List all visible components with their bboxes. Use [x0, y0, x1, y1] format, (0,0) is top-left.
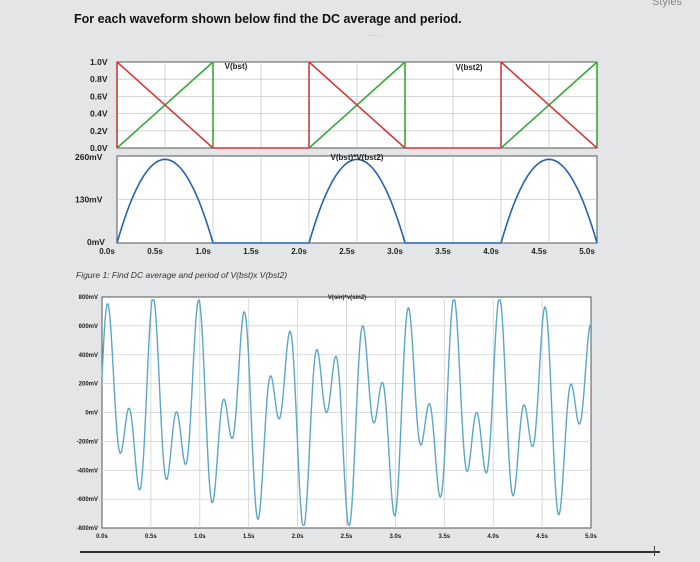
x-tick-label: 4.0s [487, 534, 499, 540]
x-tick-label: 0.5s [145, 534, 157, 540]
y-tick-label: -800mV [77, 526, 98, 532]
legend-vbst2: V(bst2) [455, 63, 482, 72]
y-tick-label: 200mV [79, 382, 98, 388]
x-tick-label: 2.0s [292, 534, 304, 540]
x-tick-label: 2.5s [339, 247, 355, 256]
x-tick-label: 5.0s [579, 247, 595, 256]
figure-caption: Figure 1: Find DC average and period of … [76, 270, 288, 280]
legend-vbst: V(bst) [225, 62, 248, 71]
legend-sine: V(sin)*v(sin2) [328, 295, 366, 301]
y-tick-label: 1.0V [90, 57, 108, 67]
x-tick-label: 4.5s [531, 247, 547, 256]
page-title: For each waveform shown below find the D… [74, 12, 462, 26]
x-tick-label: 3.5s [435, 247, 451, 256]
y-tick-label: 400mV [79, 353, 98, 359]
y-tick-label: 800mV [79, 295, 98, 301]
x-tick-label: 4.5s [536, 534, 548, 540]
x-tick-label: 3.0s [387, 247, 403, 256]
product-arch [500, 158, 598, 244]
x-tick-label: 1.0s [194, 534, 206, 540]
y-tick-label: 600mV [79, 324, 98, 330]
divider-tick [654, 546, 655, 556]
x-tick-label: 3.5s [438, 534, 450, 540]
x-tick-label: 0.0s [99, 247, 115, 256]
x-tick-label: 5.0s [585, 534, 597, 540]
y-tick-label: 0mV [87, 237, 105, 247]
y-tick-label: 0.6V [90, 91, 108, 101]
x-tick-label: 0.5s [147, 247, 163, 256]
faint-label: ········ [368, 33, 382, 39]
vbst2-ramp [500, 61, 598, 149]
legend-product: V(bst)*V(bst2) [331, 153, 384, 162]
product-arch [308, 158, 406, 244]
y-tick-label: 0mV [85, 411, 98, 417]
x-tick-label: 2.0s [291, 247, 307, 256]
y-tick-label: -400mV [77, 468, 98, 474]
sine-product-trace [101, 299, 592, 526]
y-tick-label: 0.8V [90, 74, 108, 84]
y-tick-label: 260mV [75, 152, 103, 162]
y-tick-label: -200mV [77, 439, 98, 445]
y-tick-label: 130mV [75, 195, 103, 205]
x-tick-label: 3.0s [390, 534, 402, 540]
x-tick-label: 4.0s [483, 247, 499, 256]
vbst2-ramp [308, 61, 406, 149]
styles-label: Styles [652, 0, 682, 8]
x-tick-label: 1.5s [243, 534, 255, 540]
y-tick-label: -600mV [77, 497, 98, 503]
x-tick-label: 2.5s [341, 534, 353, 540]
y-tick-label: 0.0V [90, 143, 108, 153]
x-tick-label: 1.5s [243, 247, 259, 256]
x-tick-label: 0.0s [96, 534, 108, 540]
divider-line [80, 551, 660, 553]
vbst2-ramp [116, 61, 214, 149]
x-tick-label: 1.0s [195, 247, 211, 256]
y-tick-label: 0.2V [90, 126, 108, 136]
product-arch [116, 158, 214, 244]
y-tick-label: 0.4V [90, 109, 108, 119]
